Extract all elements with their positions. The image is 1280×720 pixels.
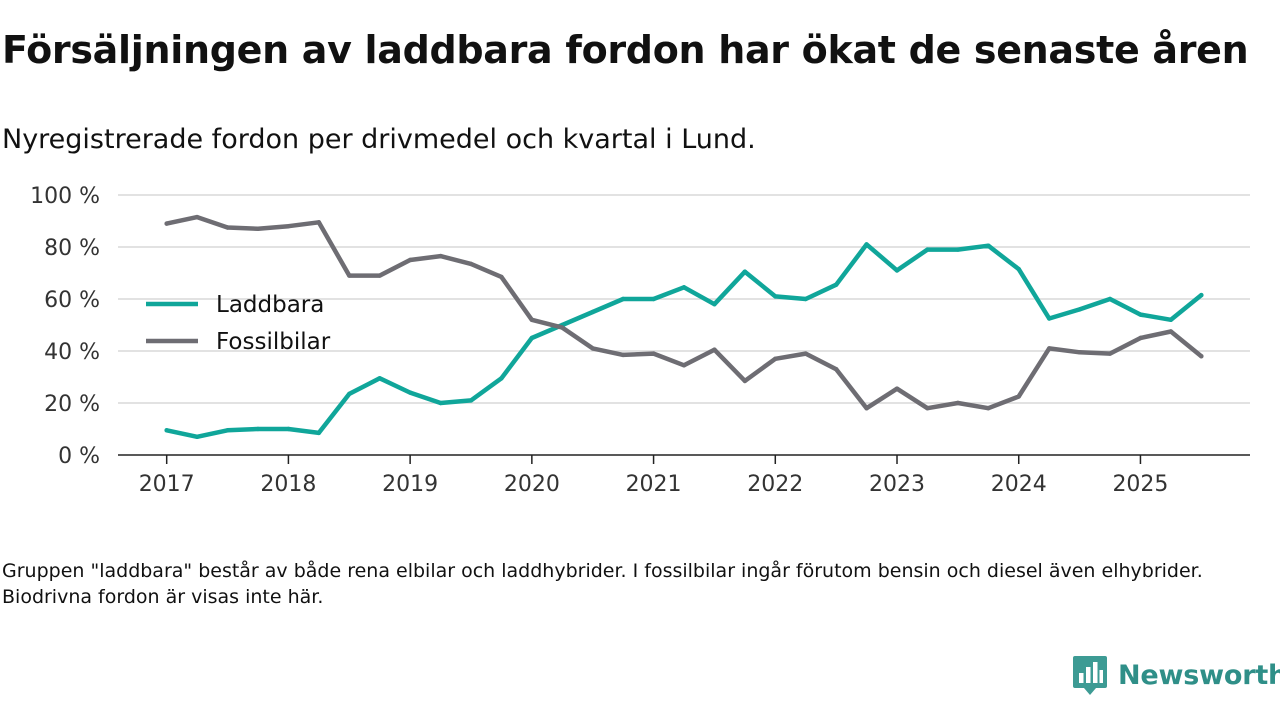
data-point-laddbara — [894, 268, 900, 273]
data-point-fossilbilar — [803, 351, 808, 356]
data-point-laddbara — [651, 296, 656, 302]
series-lines — [164, 214, 1204, 440]
data-point-fossilbilar — [286, 224, 291, 229]
data-point-laddbara — [1016, 266, 1021, 272]
data-point-laddbara — [955, 247, 961, 252]
data-point-fossilbilar — [651, 351, 656, 356]
data-point-laddbara — [833, 282, 839, 287]
data-point-fossilbilar — [955, 400, 961, 406]
data-point-fossilbilar — [712, 347, 717, 352]
data-point-fossilbilar — [560, 325, 565, 330]
data-point-laddbara — [347, 391, 352, 397]
data-point-fossilbilar — [194, 214, 200, 220]
data-point-laddbara — [1046, 316, 1052, 321]
data-point-laddbara — [1199, 292, 1204, 298]
data-point-laddbara — [1168, 317, 1174, 322]
data-point-laddbara — [590, 309, 595, 315]
x-tick-label: 2025 — [1112, 472, 1168, 497]
data-point-laddbara — [742, 269, 748, 274]
page-title: Försäljningen av laddbara fordon har öka… — [2, 28, 1249, 72]
y-tick-label: 20 % — [44, 392, 100, 417]
data-point-laddbara — [712, 302, 717, 307]
y-tick-label: 100 % — [30, 184, 100, 209]
brand-name: Newsworthy — [1118, 659, 1280, 691]
data-point-laddbara — [620, 296, 626, 302]
data-point-fossilbilar — [347, 273, 352, 278]
x-tick-label: 2021 — [626, 472, 682, 497]
y-tick-label: 0 % — [58, 444, 100, 469]
data-point-laddbara — [925, 247, 930, 252]
legend-label-fossilbilar: Fossilbilar — [216, 329, 331, 355]
data-point-fossilbilar — [925, 406, 930, 411]
data-point-laddbara — [255, 426, 261, 432]
data-point-laddbara — [1138, 312, 1143, 317]
data-point-fossilbilar — [1016, 394, 1021, 399]
x-tick-label: 2022 — [747, 472, 803, 497]
data-point-fossilbilar — [986, 406, 991, 411]
x-tick-label: 2019 — [382, 472, 438, 497]
data-point-fossilbilar — [529, 317, 535, 322]
data-point-laddbara — [1107, 296, 1113, 302]
data-point-fossilbilar — [590, 346, 595, 351]
data-point-laddbara — [194, 434, 200, 439]
data-point-fossilbilar — [255, 226, 261, 231]
data-point-fossilbilar — [833, 367, 839, 372]
x-tick-label: 2018 — [260, 472, 316, 497]
data-point-laddbara — [225, 428, 230, 433]
data-point-laddbara — [468, 398, 474, 403]
data-point-fossilbilar — [894, 386, 900, 391]
data-point-fossilbilar — [1199, 354, 1204, 359]
y-axis-tick-labels: 0 % 20 % 40 % 60 % 80 % 100 % — [30, 184, 100, 469]
data-point-laddbara — [803, 296, 808, 302]
y-tick-label: 60 % — [44, 288, 100, 313]
data-point-fossilbilar — [1168, 329, 1174, 334]
footnote: Gruppen "laddbara" består av både rena e… — [2, 560, 1203, 608]
x-axis — [118, 454, 1250, 464]
data-point-laddbara — [377, 376, 382, 381]
data-point-fossilbilar — [1046, 346, 1052, 351]
data-point-fossilbilar — [407, 257, 413, 263]
data-point-laddbara — [407, 390, 413, 395]
data-point-laddbara — [986, 243, 991, 248]
data-point-fossilbilar — [316, 220, 322, 225]
newsworthy-logo-icon — [1073, 656, 1107, 695]
data-point-fossilbilar — [620, 352, 626, 358]
x-tick-label: 2017 — [139, 472, 195, 497]
legend-label-laddbara: Laddbara — [216, 292, 324, 318]
data-point-laddbara — [286, 426, 291, 432]
data-point-laddbara — [681, 285, 687, 290]
x-tick-label: 2020 — [504, 472, 560, 497]
data-point-fossilbilar — [864, 406, 869, 411]
data-point-fossilbilar — [681, 363, 687, 368]
legend: Laddbara Fossilbilar — [146, 292, 331, 355]
y-tick-label: 80 % — [44, 236, 100, 261]
data-point-laddbara — [316, 430, 322, 436]
x-tick-label: 2023 — [869, 472, 925, 497]
data-point-laddbara — [529, 335, 535, 341]
data-point-laddbara — [864, 242, 869, 247]
data-point-fossilbilar — [468, 261, 474, 267]
data-point-laddbara — [164, 428, 169, 433]
data-point-fossilbilar — [225, 225, 230, 230]
data-point-fossilbilar — [499, 274, 504, 280]
data-point-laddbara — [1077, 307, 1082, 312]
data-point-fossilbilar — [1107, 351, 1113, 356]
chart-subtitle: Nyregistrerade fordon per drivmedel och … — [2, 124, 756, 155]
data-point-fossilbilar — [773, 356, 778, 361]
data-point-laddbara — [773, 294, 778, 299]
data-point-fossilbilar — [377, 273, 382, 278]
y-tick-label: 40 % — [44, 340, 100, 365]
data-point-laddbara — [499, 376, 504, 381]
data-point-fossilbilar — [438, 253, 443, 259]
data-point-laddbara — [438, 400, 443, 406]
data-point-fossilbilar — [1138, 335, 1143, 341]
x-axis-tick-labels: 2017 2018 2019 2020 2021 2022 2023 2024 2025 — [139, 472, 1169, 497]
x-tick-label: 2024 — [991, 472, 1047, 497]
brand-logo: Newsworthy — [1072, 654, 1280, 696]
data-point-fossilbilar — [1077, 350, 1082, 355]
data-point-fossilbilar — [742, 378, 748, 384]
data-point-fossilbilar — [164, 221, 169, 226]
line-chart: 0 % 20 % 40 % 60 % 80 % 100 % 2017 2018 2019 202… — [30, 184, 1250, 497]
